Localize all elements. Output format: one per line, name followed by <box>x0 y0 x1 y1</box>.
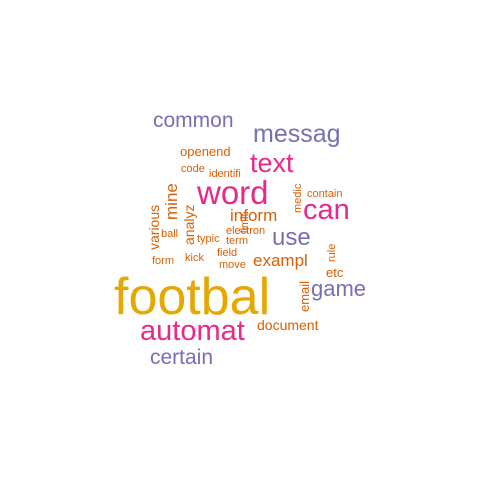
word-email: email <box>297 280 312 312</box>
word-use: use <box>272 224 311 251</box>
word-text: text <box>250 148 294 178</box>
word-rule: rule <box>326 243 338 262</box>
word-messag: messag <box>253 120 341 148</box>
word-game: game <box>311 276 367 301</box>
word-inform: inform <box>230 206 278 225</box>
word-word: word <box>197 174 269 211</box>
word-various: various <box>146 204 162 250</box>
word-mine: mine <box>162 183 181 220</box>
word-term: term <box>226 235 248 247</box>
word-can: can <box>303 194 350 226</box>
word-automat: automat <box>140 315 245 347</box>
word-code: code <box>181 163 205 175</box>
word-footbal: footbal <box>114 268 271 326</box>
word-common: common <box>153 109 234 132</box>
word-kick: kick <box>185 252 204 264</box>
word-identifi: identifi <box>209 168 241 180</box>
word-electron: electron <box>226 225 266 237</box>
word-exampl: exampl <box>253 251 308 270</box>
word-openend: openend <box>180 144 231 159</box>
word-typic: typic <box>197 233 220 245</box>
word-move: move <box>219 259 246 271</box>
word-ball: ball <box>161 228 179 240</box>
word-field: field <box>217 247 238 259</box>
word-contain: contain <box>307 188 343 200</box>
word-document: document <box>257 317 319 333</box>
word-analyz: analyz <box>181 204 197 245</box>
word-certain: certain <box>150 346 214 369</box>
word-medic: medic <box>292 183 304 213</box>
word-form: form <box>152 255 174 267</box>
word-etc: etc <box>326 265 344 280</box>
